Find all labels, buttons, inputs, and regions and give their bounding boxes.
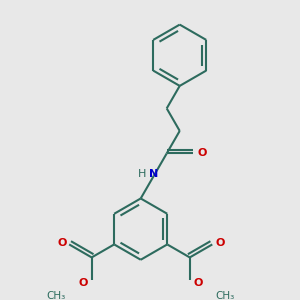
Text: O: O [197, 148, 207, 158]
Text: O: O [194, 278, 203, 288]
Text: CH₃: CH₃ [46, 291, 66, 300]
Text: N: N [149, 169, 158, 179]
Text: O: O [57, 238, 66, 248]
Text: CH₃: CH₃ [216, 291, 235, 300]
Text: O: O [79, 278, 88, 288]
Text: H: H [138, 169, 146, 179]
Text: O: O [215, 238, 224, 248]
